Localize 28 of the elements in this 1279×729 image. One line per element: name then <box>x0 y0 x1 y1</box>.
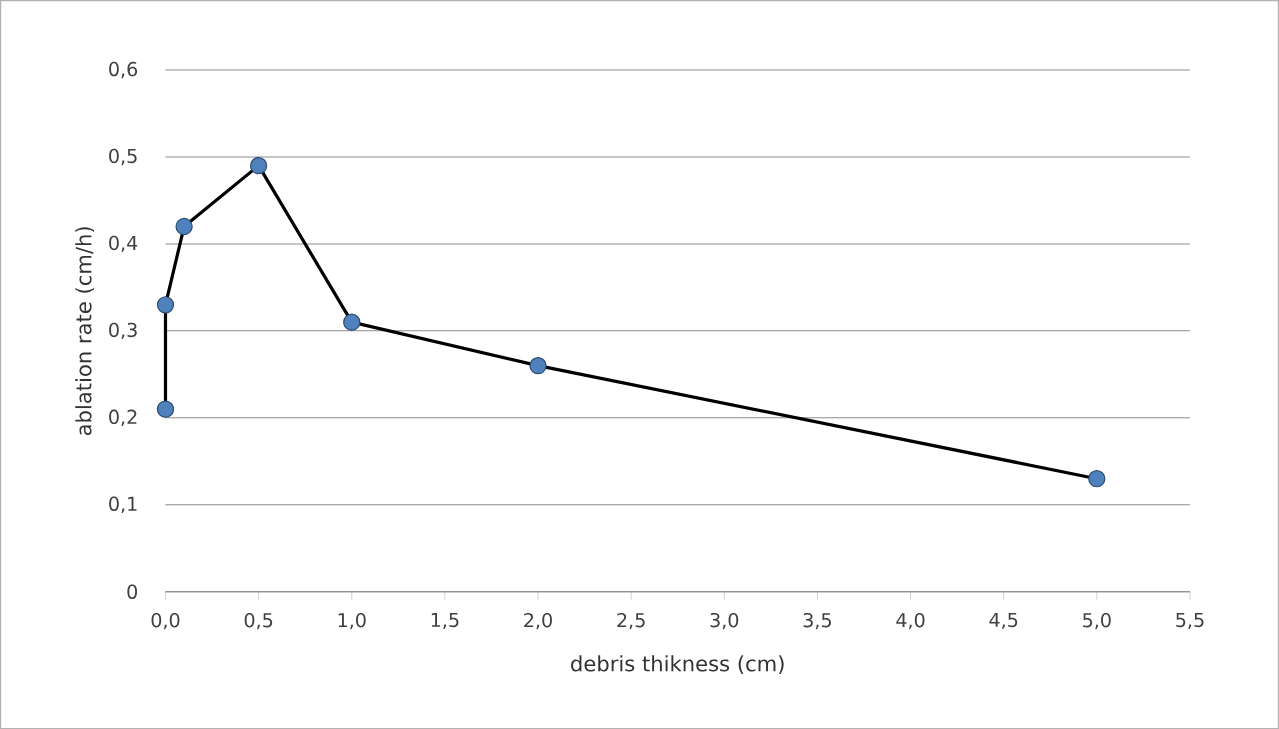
x-axis-title: debris thikness (cm) <box>571 655 784 674</box>
x-tick-label: 0,5 <box>244 612 273 630</box>
x-tick-label: 1,5 <box>431 612 459 630</box>
y-tick-label: 0 <box>127 584 137 599</box>
x-tick-label: 5,0 <box>1083 612 1111 630</box>
y-tick-label: 0,6 <box>109 61 138 79</box>
point <box>343 313 361 331</box>
x-tick-label: 2,5 <box>617 612 645 630</box>
point <box>249 156 268 175</box>
x-tick-label: 2,0 <box>524 612 552 630</box>
point <box>156 296 175 314</box>
point <box>1088 470 1106 488</box>
x-tick-label: 1,0 <box>338 612 366 630</box>
point <box>156 400 175 418</box>
y-tick-label: 0,3 <box>109 322 137 340</box>
x-tick-label: 3,5 <box>803 612 831 630</box>
y-axis-title: ablation rate (cm/h) <box>75 227 95 436</box>
point <box>529 356 547 375</box>
x-tick-label: 0,0 <box>151 612 180 630</box>
point <box>175 217 193 236</box>
x-tick-label: 3,0 <box>710 612 739 630</box>
y-tick-label: 0,4 <box>109 235 138 253</box>
x-tick-label: 5,5 <box>1176 612 1204 630</box>
x-tick-label: 4,0 <box>896 612 925 630</box>
x-tick-label: 4,5 <box>989 612 1018 630</box>
y-tick-label: 0,1 <box>109 496 137 513</box>
y-tick-label: 0,5 <box>109 148 137 166</box>
y-tick-label: 0,2 <box>109 409 137 426</box>
